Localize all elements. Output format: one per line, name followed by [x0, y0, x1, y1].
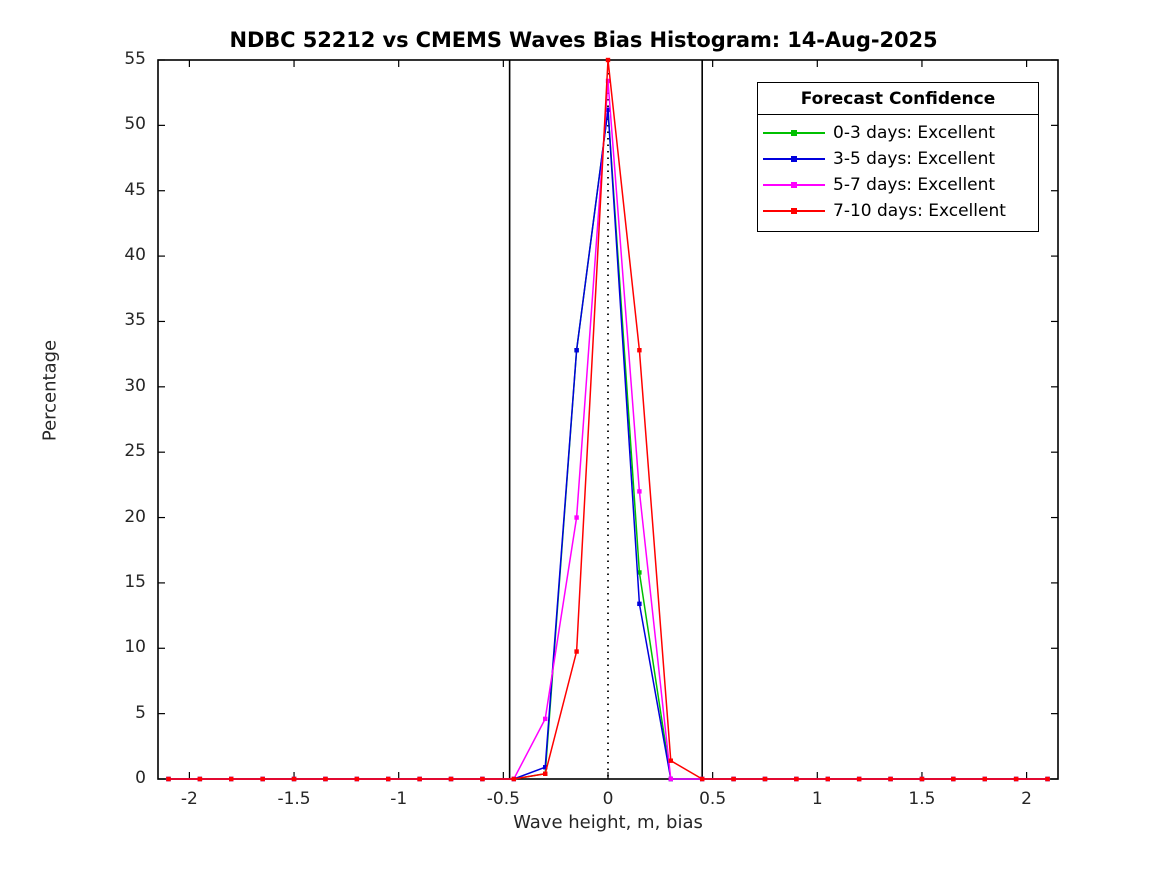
data-point-marker	[856, 776, 862, 782]
data-point-marker	[229, 776, 234, 782]
x-tick-label: -1	[390, 789, 408, 809]
y-tick-label: 10	[124, 637, 146, 658]
data-point-marker	[888, 776, 893, 782]
data-point-marker	[605, 57, 611, 63]
data-point-marker	[637, 348, 642, 353]
data-point-marker	[480, 776, 485, 782]
x-tick-label: 2	[1021, 789, 1032, 809]
legend-item-label: 3-5 days: Excellent	[833, 149, 996, 169]
x-tick-label: -2	[180, 789, 198, 809]
y-tick-label: 5	[135, 702, 146, 723]
data-point-marker	[825, 776, 830, 782]
data-point-marker	[919, 776, 925, 782]
data-point-marker	[605, 107, 611, 112]
data-point-marker	[762, 776, 768, 782]
data-point-marker	[417, 776, 422, 782]
legend-item-0[interactable]: 0-3 days: Excellent	[758, 120, 1038, 146]
x-axis-label: Wave height, m, bias	[513, 812, 703, 833]
y-tick-label: 15	[124, 571, 146, 592]
legend-title: Forecast Confidence	[758, 83, 1038, 115]
data-point-marker	[668, 776, 673, 782]
legend-item-1[interactable]: 3-5 days: Excellent	[758, 146, 1038, 172]
data-point-marker	[574, 515, 579, 520]
legend-item-3[interactable]: 7-10 days: Excellent	[758, 198, 1038, 224]
x-tick-label: -0.5	[486, 789, 520, 809]
x-tick-label: 0.5	[699, 789, 727, 809]
legend[interactable]: Forecast Confidence 0-3 days: Excellent 3…	[757, 82, 1039, 232]
data-point-marker	[1045, 776, 1050, 782]
data-point-marker	[605, 78, 611, 84]
legend-entry-list: 0-3 days: Excellent 3-5 days: Excellent 5-…	[758, 115, 1038, 231]
y-tick-label: 25	[124, 441, 146, 462]
legend-color-swatch-icon	[763, 152, 825, 166]
y-tick-label: 20	[124, 506, 146, 527]
data-point-marker	[543, 765, 548, 770]
y-tick-label: 35	[124, 310, 146, 331]
legend-color-swatch-icon	[763, 204, 825, 218]
data-point-marker	[260, 776, 265, 782]
data-point-marker	[699, 776, 705, 782]
data-point-marker	[1013, 776, 1019, 782]
data-point-marker	[543, 771, 548, 776]
x-tick-label: 1	[811, 789, 823, 809]
data-point-marker	[951, 776, 956, 782]
data-point-marker	[511, 776, 517, 782]
x-tick-label: -1.5	[277, 789, 311, 809]
x-tick-label: 0	[602, 789, 614, 809]
legend-item-label: 7-10 days: Excellent	[833, 201, 1006, 221]
data-point-marker	[574, 649, 579, 654]
data-point-marker	[637, 570, 642, 575]
data-point-marker	[574, 348, 579, 353]
page-title: NDBC 52212 vs CMEMS Waves Bias Histogram…	[229, 28, 938, 52]
y-tick-label: 40	[124, 245, 146, 266]
data-point-marker	[794, 776, 799, 782]
data-point-marker	[291, 776, 297, 782]
y-tick-label: 0	[135, 768, 146, 788]
y-tick-label: 50	[124, 114, 146, 135]
data-point-marker	[354, 776, 360, 782]
y-tick-label: 30	[124, 375, 146, 396]
data-point-marker	[668, 758, 673, 763]
data-point-marker	[448, 776, 454, 782]
y-tick-label: 55	[124, 49, 146, 69]
data-point-marker	[323, 776, 328, 782]
data-point-marker	[637, 489, 642, 494]
data-point-marker	[543, 716, 548, 722]
y-tick-label: 45	[124, 179, 146, 200]
legend-color-swatch-icon	[763, 178, 825, 192]
legend-item-label: 0-3 days: Excellent	[833, 123, 996, 143]
data-point-marker	[637, 601, 642, 607]
data-point-marker	[197, 776, 203, 782]
x-tick-label: 1.5	[908, 789, 936, 809]
data-point-marker	[982, 776, 987, 782]
data-point-marker	[166, 776, 171, 782]
legend-item-label: 5-7 days: Excellent	[833, 175, 996, 195]
legend-color-swatch-icon	[763, 126, 825, 140]
data-point-marker	[386, 776, 391, 782]
legend-item-2[interactable]: 5-7 days: Excellent	[758, 172, 1038, 198]
data-point-marker	[731, 776, 736, 782]
